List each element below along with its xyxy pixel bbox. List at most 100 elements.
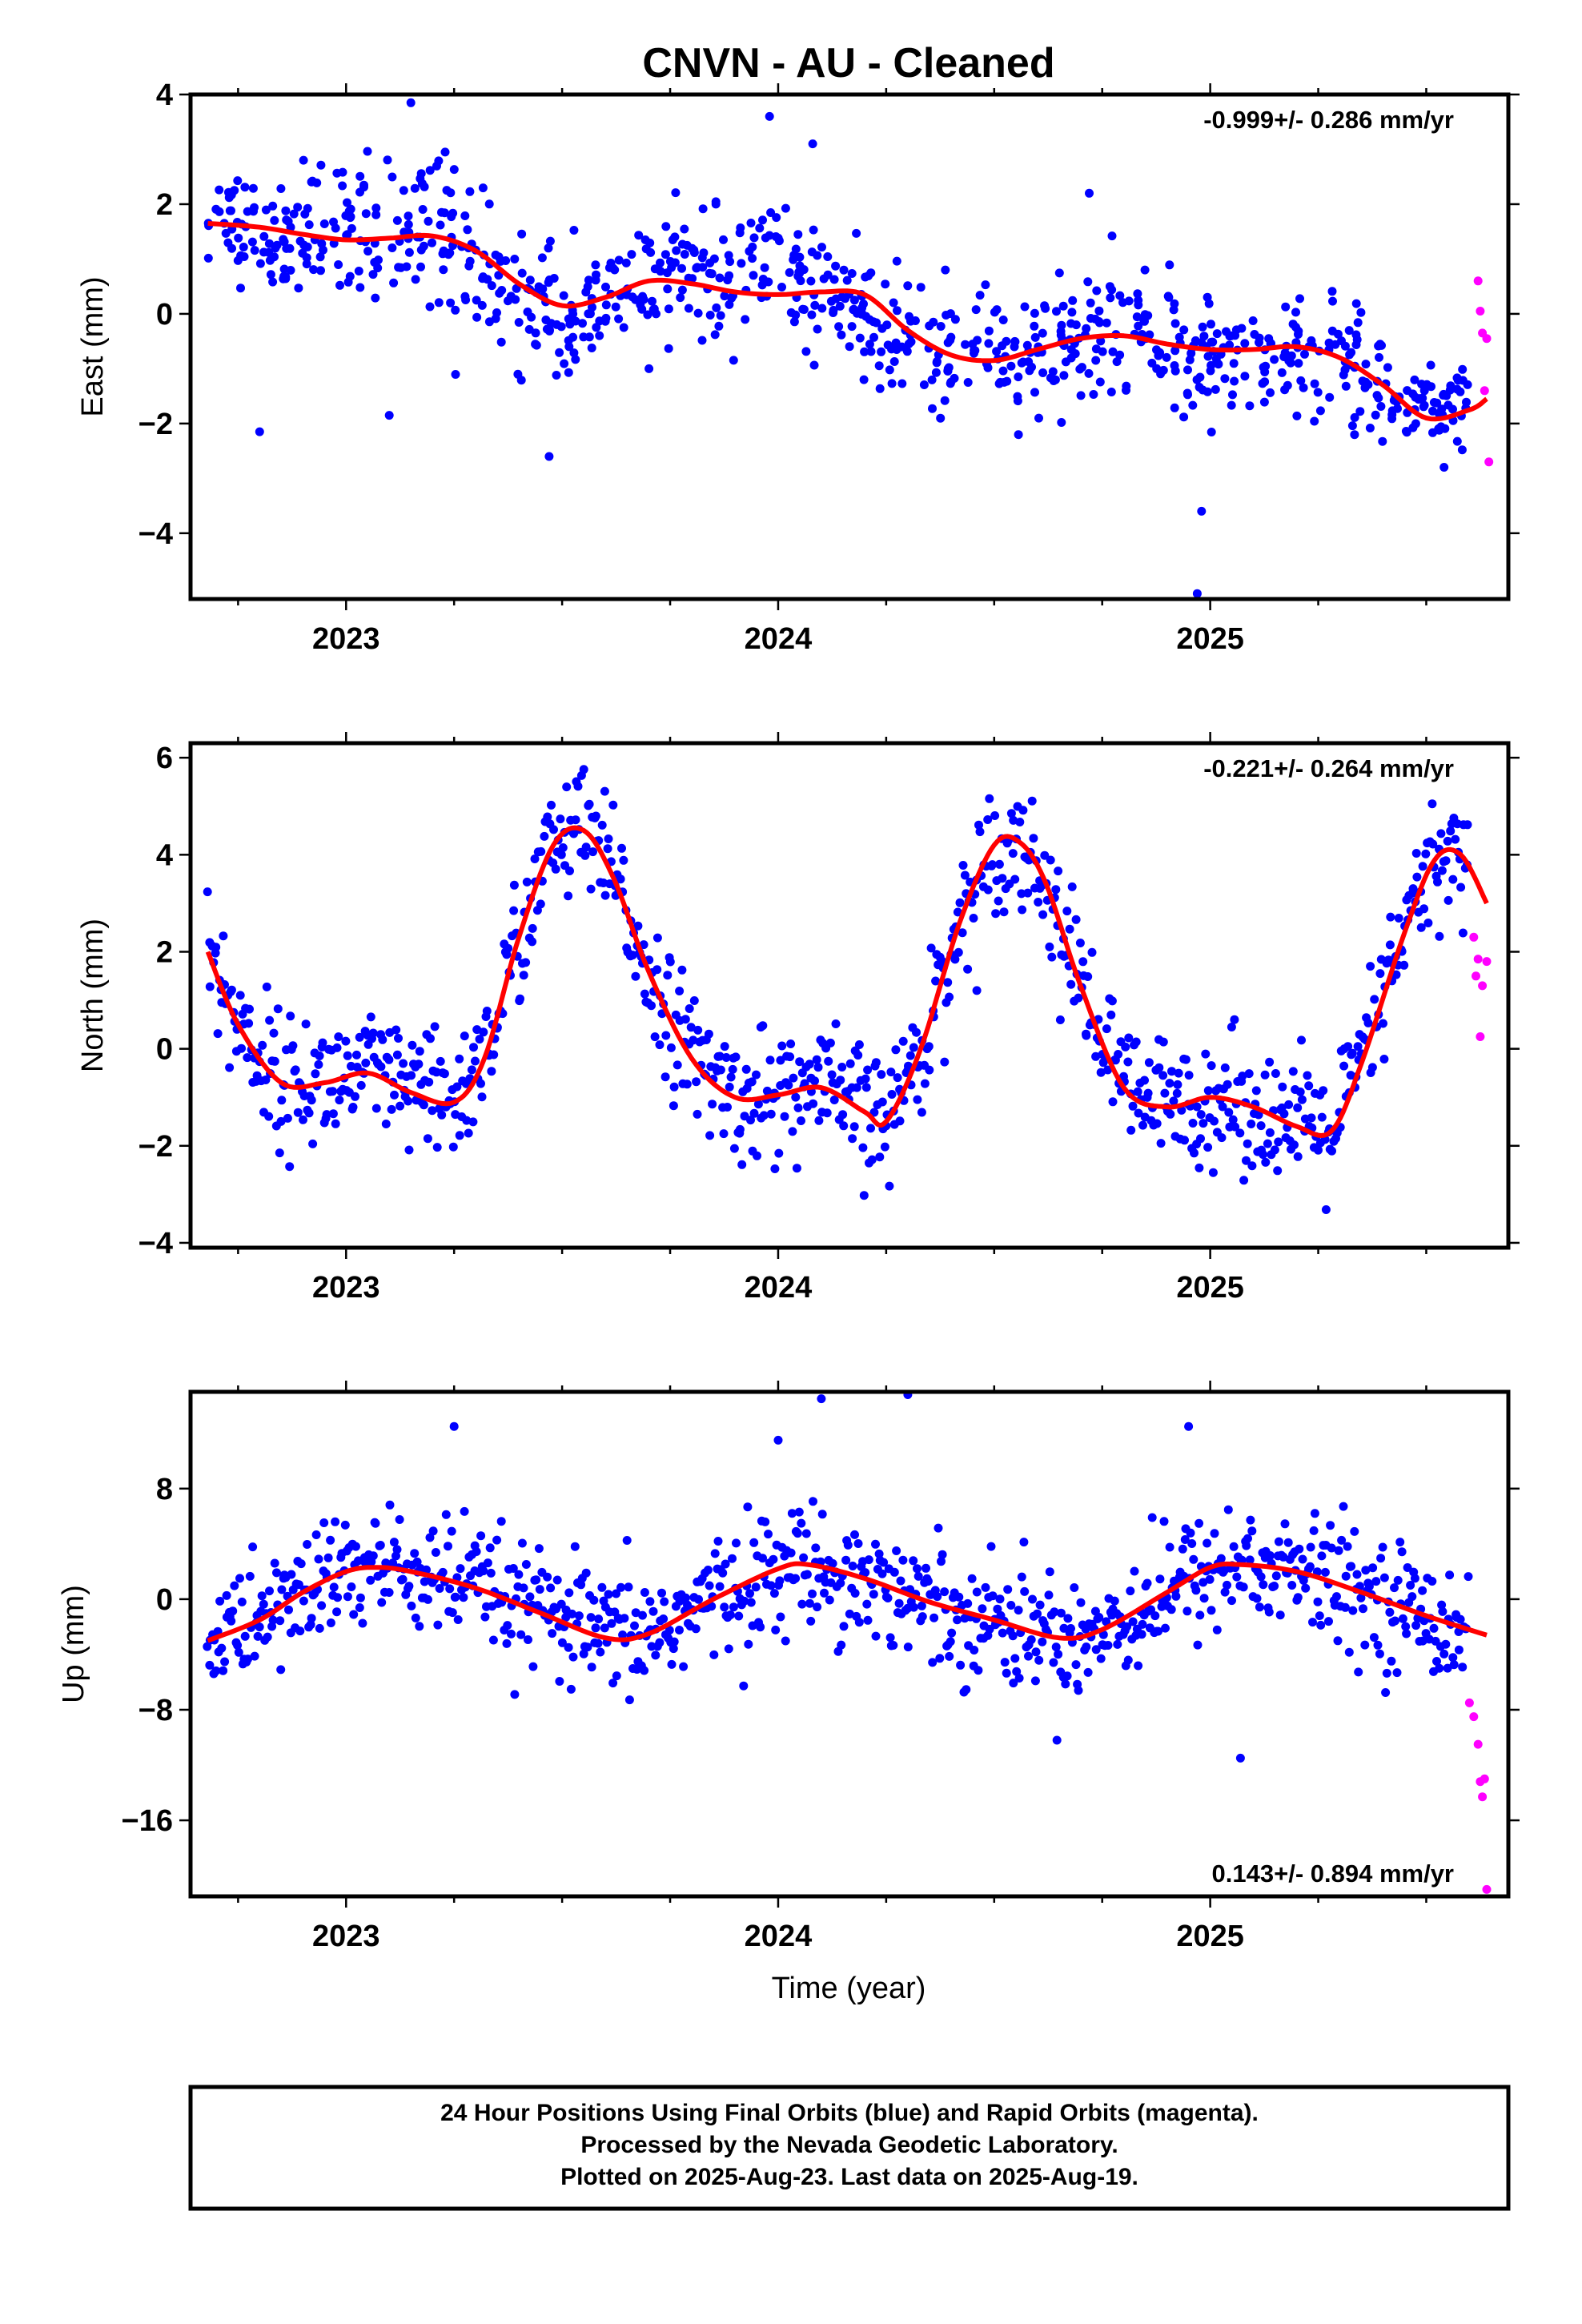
- north-final-point: [1458, 928, 1468, 938]
- up-final-point: [744, 1639, 753, 1649]
- up-final-point: [809, 1497, 817, 1506]
- up-final-point: [600, 1623, 609, 1633]
- north-final-point: [270, 1056, 279, 1066]
- up-final-point: [1287, 1581, 1297, 1590]
- up-final-point: [583, 1642, 592, 1652]
- north-final-point: [1411, 849, 1421, 858]
- east-final-point: [588, 303, 596, 312]
- north-final-point: [1126, 1125, 1136, 1135]
- east-final-point: [1133, 289, 1142, 299]
- up-final-point: [407, 1601, 416, 1610]
- east-final-point: [1277, 368, 1287, 377]
- east-y-tick-label: 4: [156, 78, 173, 112]
- east-final-point: [1410, 375, 1419, 384]
- east-final-point: [203, 253, 213, 263]
- up-final-point: [295, 1626, 305, 1636]
- east-final-point: [239, 243, 248, 251]
- north-final-point: [814, 1116, 824, 1125]
- east-final-point: [223, 238, 233, 247]
- east-final-point: [552, 320, 561, 329]
- up-final-point: [1381, 1688, 1391, 1697]
- up-final-point: [679, 1662, 689, 1671]
- north-final-point: [692, 1077, 701, 1087]
- north-final-point: [1451, 834, 1460, 844]
- up-final-point: [947, 1628, 957, 1638]
- east-final-point: [560, 359, 569, 368]
- up-final-point: [319, 1518, 329, 1527]
- north-final-point: [392, 1050, 402, 1059]
- east-final-point: [1198, 385, 1207, 395]
- up-final-point: [1406, 1581, 1415, 1590]
- north-final-point: [735, 1124, 745, 1134]
- east-final-point: [289, 209, 299, 219]
- east-final-point: [663, 284, 673, 294]
- east-final-point: [439, 265, 448, 275]
- up-final-point: [587, 1663, 596, 1672]
- north-final-point: [366, 1012, 375, 1022]
- east-final-point: [384, 411, 394, 420]
- north-final-point: [1207, 1061, 1216, 1071]
- east-final-point: [331, 223, 340, 233]
- north-final-point: [1394, 914, 1403, 923]
- north-final-point: [1156, 1139, 1166, 1148]
- north-final-point: [600, 891, 610, 900]
- north-final-point: [275, 1148, 284, 1158]
- up-final-point: [255, 1622, 264, 1632]
- up-final-point: [786, 1548, 796, 1558]
- up-final-point: [326, 1618, 335, 1627]
- up-final-point: [817, 1394, 826, 1404]
- up-final-point: [1165, 1542, 1174, 1552]
- east-final-point: [981, 280, 990, 290]
- east-final-point: [303, 242, 312, 251]
- east-final-point: [1261, 361, 1271, 371]
- north-final-point: [396, 1101, 405, 1111]
- up-final-point: [591, 1623, 600, 1633]
- east-final-point: [771, 232, 781, 241]
- east-final-point: [1393, 404, 1402, 413]
- north-final-point: [675, 987, 685, 995]
- north-final-point: [565, 866, 574, 875]
- up-final-point: [769, 1554, 778, 1564]
- up-final-point: [1340, 1602, 1350, 1612]
- up-final-point: [1445, 1570, 1455, 1580]
- north-final-point: [1173, 1080, 1182, 1089]
- east-final-point: [215, 185, 224, 195]
- north-y-tick-label: 4: [156, 838, 173, 872]
- north-final-point: [394, 1034, 403, 1043]
- up-final-point: [351, 1542, 360, 1551]
- east-final-point: [404, 211, 413, 221]
- north-final-point: [205, 982, 215, 991]
- up-final-point: [669, 1637, 679, 1647]
- north-final-point: [737, 1160, 747, 1169]
- up-y-tick-label: 8: [156, 1473, 173, 1506]
- east-final-point: [227, 190, 236, 199]
- up-final-point: [709, 1650, 719, 1659]
- up-final-point: [1159, 1517, 1169, 1526]
- north-final-point: [880, 1142, 889, 1152]
- up-final-point: [1061, 1679, 1070, 1689]
- north-final-point: [351, 1092, 359, 1101]
- east-final-point: [478, 183, 488, 193]
- up-final-point: [811, 1543, 821, 1553]
- north-final-point: [1010, 875, 1020, 884]
- up-final-point: [228, 1606, 238, 1616]
- north-final-point: [1217, 1133, 1227, 1143]
- north-final-point: [262, 982, 271, 991]
- up-final-point: [934, 1523, 943, 1533]
- north-final-point: [1293, 1152, 1303, 1161]
- east-final-point: [1058, 301, 1068, 311]
- north-final-point: [1303, 1071, 1312, 1080]
- north-final-point: [1124, 1033, 1134, 1043]
- north-final-point: [791, 1092, 801, 1102]
- up-final-point: [1216, 1554, 1226, 1563]
- north-final-point: [604, 834, 613, 843]
- north-final-point: [516, 994, 524, 1003]
- up-final-point: [1026, 1635, 1036, 1644]
- north-final-point: [1067, 882, 1077, 891]
- east-final-point: [940, 396, 950, 405]
- up-final-point: [1378, 1542, 1387, 1552]
- north-final-point: [213, 1029, 223, 1039]
- east-final-point: [1340, 341, 1350, 351]
- north-final-point: [469, 1043, 478, 1052]
- up-final-point: [275, 1616, 285, 1626]
